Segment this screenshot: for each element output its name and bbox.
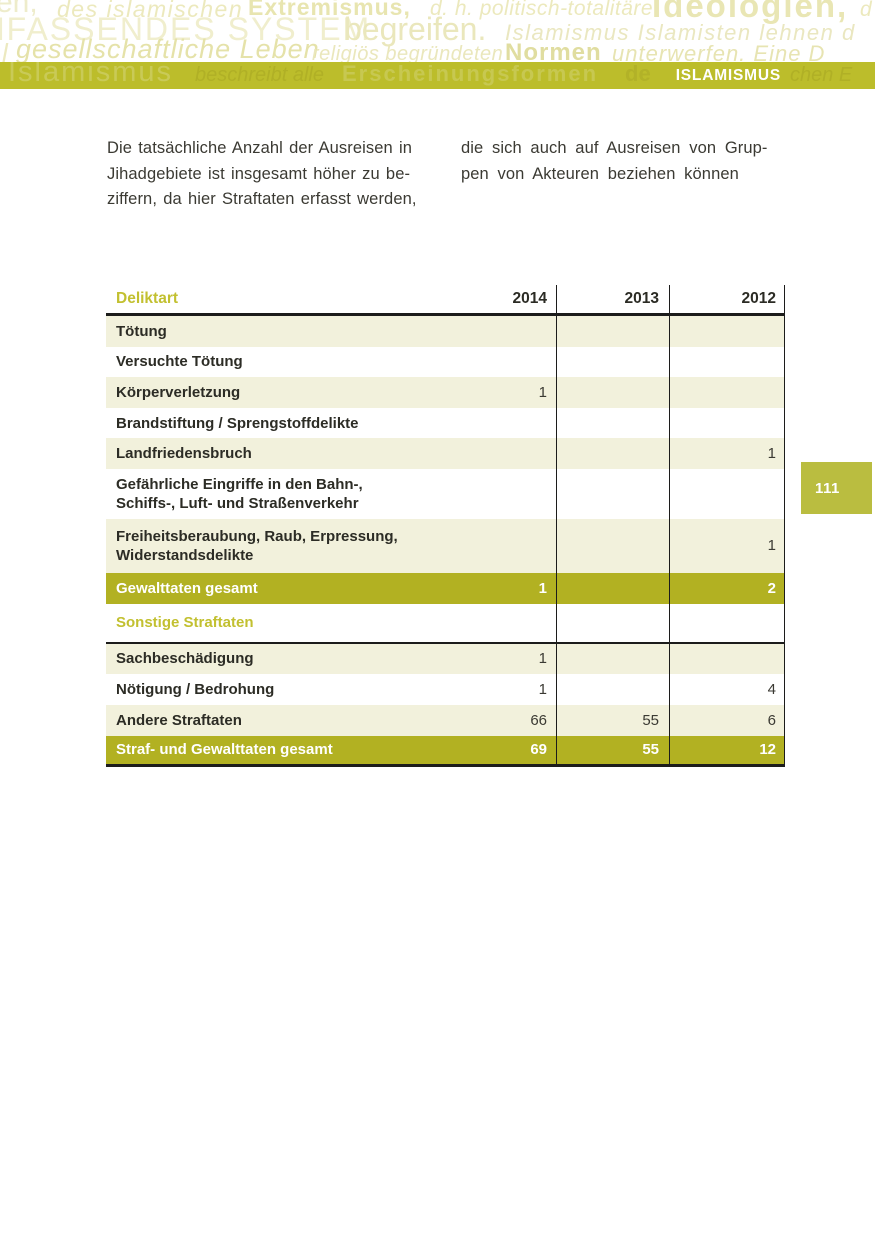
- bar-ghost-fragment: de: [625, 62, 651, 86]
- bar-ghost-fragment: chen E: [790, 64, 853, 86]
- value-2013: 55: [642, 711, 659, 729]
- wordcloud-fragment: gesellschaftliche Leben: [16, 34, 320, 64]
- table-row: Brandstiftung / Sprengstoffdelikte: [106, 407, 785, 439]
- row-label: Landfriedensbruch: [116, 445, 252, 463]
- value-2014: 69: [530, 741, 547, 759]
- wordcloud-fragment: Normen: [505, 39, 602, 66]
- column-header-2012: 2012: [741, 290, 776, 307]
- table-row: Sachbeschädigung 1: [106, 643, 785, 674]
- wordcloud-fragment: des islamischen: [57, 0, 244, 22]
- row-label: Straf- und Gewalttaten gesamt: [116, 741, 333, 759]
- value-2014: 1: [538, 680, 547, 698]
- row-label: Nötigung / Bedrohung: [116, 680, 275, 698]
- wordcloud-fragment: l: [2, 38, 8, 68]
- bar-ghost-fragment: Erscheinungsformen: [342, 62, 599, 86]
- value-2014: 1: [538, 383, 547, 401]
- row-label: Körperverletzung: [116, 383, 241, 401]
- wordcloud-fragment: Extremismus,: [248, 0, 411, 20]
- wordcloud-fragment: Islamismus Islamisten lehnen d: [505, 20, 856, 45]
- value-2012: 2: [767, 579, 776, 597]
- table-row: Andere Straftaten 66 55 6: [106, 704, 785, 736]
- table-row: Gefährliche Eingriffe in den Bahn-, Schi…: [106, 468, 785, 519]
- page-number-tab: 111: [801, 462, 872, 514]
- value-2014: 1: [538, 579, 547, 597]
- value-2012: 1: [767, 445, 776, 463]
- wordcloud-fragment: d. h. politisch-totalitäre: [430, 0, 654, 20]
- table-total-row: Straf- und Gewalttaten gesamt 69 55 12: [106, 735, 785, 767]
- wordcloud-fragment: religiös begründeten: [312, 43, 504, 65]
- wordcloud-fragment: en,: [0, 0, 38, 19]
- chapter-title: ISLAMISMUS: [675, 67, 781, 84]
- column-header-2014: 2014: [512, 290, 547, 307]
- table-row: Landfriedensbruch 1: [106, 438, 785, 469]
- intro-column-left: Die tatsächliche Anzahl der Ausreisen in…: [107, 139, 417, 208]
- value-2014: 1: [538, 650, 547, 668]
- table-total-row: Gewalttaten gesamt 1 2: [106, 572, 785, 604]
- table-row: Freiheitsberaubung, Raub, Erpressung, Wi…: [106, 518, 785, 573]
- value-2013: 55: [642, 741, 659, 759]
- bar-ghost-fragment: beschreibt alle: [195, 64, 324, 86]
- table-row: Nötigung / Bedrohung 1 4: [106, 673, 785, 705]
- decorative-wordcloud: en, des islamischen Extremismus, d. h. p…: [0, 0, 875, 89]
- row-label: Andere Straftaten: [116, 711, 242, 729]
- wordcloud-fragment: d: [860, 0, 872, 21]
- value-2014: 66: [530, 711, 547, 729]
- wordcloud-fragment: unterwerfen. Eine D: [612, 41, 826, 66]
- wordcloud-fragment: MFASSENDES SYSTEM: [0, 11, 372, 47]
- row-label: Brandstiftung / Sprengstoffdelikte: [116, 414, 359, 432]
- page-number: 111: [815, 479, 840, 497]
- row-label: Versuchte Tötung: [116, 353, 243, 371]
- wordcloud-fragment: begreifen.: [344, 11, 487, 47]
- row-label: Tötung: [116, 322, 167, 340]
- row-label: Gewalttaten gesamt: [116, 579, 258, 597]
- chapter-header-bar: Islamismus beschreibt alle Erscheinungsf…: [0, 62, 875, 89]
- table-section-row: Sonstige Straftaten: [106, 603, 785, 644]
- column-header-2013: 2013: [624, 290, 659, 307]
- intro-text: Die tatsächliche Anzahl der Ausreisen in…: [107, 136, 787, 213]
- table-row: Tötung: [106, 316, 785, 347]
- value-2012: 4: [767, 680, 776, 698]
- intro-column-right: die sich auch auf Ausreisen von Grup- pe…: [461, 139, 768, 183]
- value-2012: 1: [767, 537, 776, 555]
- column-header-deliktart: Deliktart: [116, 290, 179, 307]
- table-row: Körperverletzung 1: [106, 377, 785, 408]
- table-row: Versuchte Tötung: [106, 346, 785, 378]
- row-label: Sonstige Straftaten: [116, 614, 254, 632]
- value-2012: 6: [767, 711, 776, 729]
- table-header-row: Deliktart 2014 2013 2012: [106, 285, 785, 316]
- row-label: Gefährliche Eingriffe in den Bahn-, Schi…: [116, 475, 363, 512]
- bar-ghost-fragment: Islamismus: [8, 62, 174, 88]
- wordcloud-fragment: Ideologien,: [652, 0, 849, 24]
- value-2012: 12: [759, 741, 776, 759]
- row-label: Sachbeschädigung: [116, 650, 254, 668]
- row-label: Freiheitsberaubung, Raub, Erpressung, Wi…: [116, 527, 398, 564]
- crime-statistics-table: Deliktart 2014 2013 2012 Tötung Versucht…: [106, 285, 785, 767]
